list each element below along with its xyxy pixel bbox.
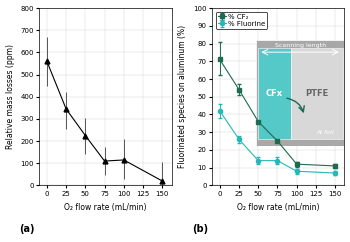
Y-axis label: Relative mass losses (ppm): Relative mass losses (ppm) (6, 44, 15, 149)
X-axis label: O₂ flow rate (mL/min): O₂ flow rate (mL/min) (237, 203, 320, 212)
Text: (a): (a) (19, 225, 35, 234)
Legend: % CF₂, % Fluorine: % CF₂, % Fluorine (216, 12, 267, 29)
Y-axis label: Fluorinated species on aluminum (%): Fluorinated species on aluminum (%) (178, 25, 188, 168)
Text: (b): (b) (192, 225, 208, 234)
X-axis label: O₂ flow rate (mL/min): O₂ flow rate (mL/min) (64, 203, 147, 212)
